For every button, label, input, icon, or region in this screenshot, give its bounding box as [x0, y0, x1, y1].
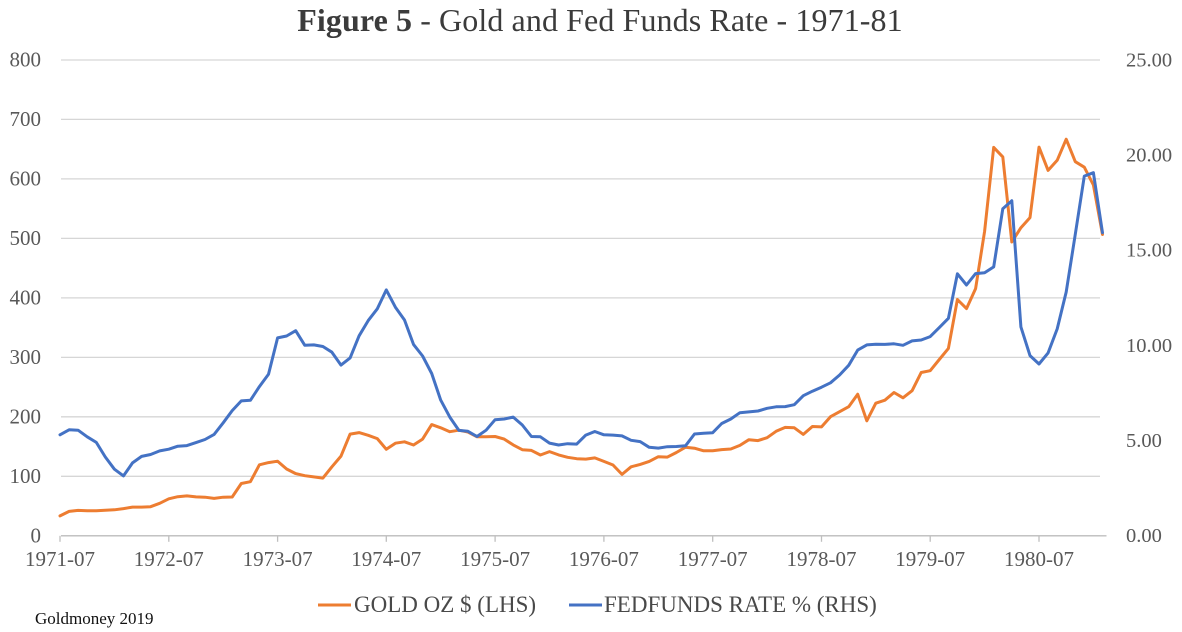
svg-text:500: 500 — [10, 226, 42, 250]
svg-text:0: 0 — [31, 523, 42, 547]
svg-text:1976-07: 1976-07 — [569, 547, 639, 571]
svg-text:600: 600 — [10, 166, 42, 190]
svg-text:1979-07: 1979-07 — [895, 547, 965, 571]
svg-text:1975-07: 1975-07 — [460, 547, 530, 571]
svg-text:20.00: 20.00 — [1126, 145, 1172, 167]
svg-text:1971-07: 1971-07 — [25, 547, 95, 571]
svg-text:300: 300 — [10, 345, 42, 369]
svg-text:1977-07: 1977-07 — [678, 547, 748, 571]
svg-text:FEDFUNDS RATE % (RHS): FEDFUNDS RATE % (RHS) — [604, 592, 877, 617]
svg-text:400: 400 — [10, 285, 42, 309]
svg-text:Figure 5 - Gold and Fed Funds: Figure 5 - Gold and Fed Funds Rate - 197… — [297, 2, 903, 38]
svg-text:1974-07: 1974-07 — [351, 547, 421, 571]
svg-text:GOLD OZ $ (LHS): GOLD OZ $ (LHS) — [354, 592, 536, 617]
svg-text:10.00: 10.00 — [1126, 335, 1172, 357]
svg-text:5.00: 5.00 — [1126, 430, 1162, 452]
svg-text:25.00: 25.00 — [1126, 49, 1172, 71]
svg-text:100: 100 — [10, 464, 42, 488]
svg-text:0.00: 0.00 — [1126, 525, 1162, 547]
svg-text:200: 200 — [10, 404, 42, 428]
svg-text:Goldmoney 2019: Goldmoney 2019 — [35, 609, 154, 628]
svg-text:700: 700 — [10, 107, 42, 131]
svg-text:15.00: 15.00 — [1126, 240, 1172, 262]
svg-text:1973-07: 1973-07 — [243, 547, 313, 571]
svg-text:1972-07: 1972-07 — [134, 547, 204, 571]
svg-text:1978-07: 1978-07 — [787, 547, 857, 571]
svg-text:800: 800 — [10, 48, 42, 72]
svg-text:1980-07: 1980-07 — [1004, 547, 1074, 571]
